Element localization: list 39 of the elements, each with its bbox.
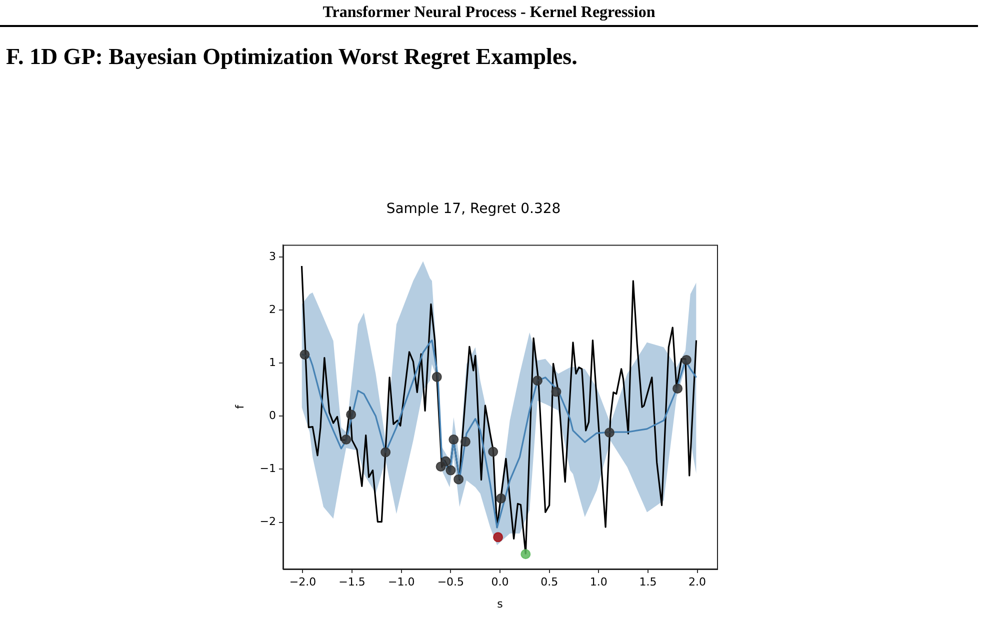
point xyxy=(346,410,356,420)
x-tick-label: −2.0 xyxy=(289,575,316,588)
x-tick-label: 1.5 xyxy=(639,575,657,588)
y-tick-label: −2 xyxy=(260,515,276,528)
point xyxy=(681,354,692,365)
point xyxy=(532,376,542,386)
point xyxy=(604,428,614,438)
text: F. 1D GP: Bayesian Optimization Worst Regret Examples. xyxy=(6,44,578,70)
point xyxy=(493,532,504,542)
point xyxy=(488,446,498,457)
x-tick-label: 2.0 xyxy=(688,575,706,588)
point xyxy=(454,474,464,484)
point xyxy=(496,493,506,504)
chart-title: Sample 17, Regret 0.328 xyxy=(386,201,561,218)
x-tick-label: −1.0 xyxy=(388,575,415,588)
y-tick-label: 2 xyxy=(269,302,276,316)
point xyxy=(460,436,470,447)
x-tick-label: −1.5 xyxy=(338,575,366,588)
x-tick-label: 1.0 xyxy=(590,575,608,588)
x-tick-label: 0.5 xyxy=(540,575,558,588)
point xyxy=(341,434,352,445)
x-tick-label: −0.5 xyxy=(437,575,464,588)
point xyxy=(520,549,531,560)
point xyxy=(440,456,451,466)
y-axis-title: f xyxy=(233,404,246,409)
x-axis-title: s xyxy=(497,597,504,610)
y-tick-label: −1 xyxy=(260,462,276,476)
point xyxy=(432,372,442,382)
y-tick-label: 0 xyxy=(269,409,276,422)
y-tick-label: 1 xyxy=(269,356,276,369)
x-tick-label: 0.0 xyxy=(491,575,509,588)
point xyxy=(672,384,683,394)
y-tick-label: 3 xyxy=(269,250,276,263)
point xyxy=(380,447,391,458)
point xyxy=(551,386,562,397)
text: Transformer Neural Process - Kernel Regression xyxy=(0,4,978,27)
point xyxy=(448,434,459,445)
point xyxy=(300,350,310,360)
point xyxy=(446,465,456,476)
